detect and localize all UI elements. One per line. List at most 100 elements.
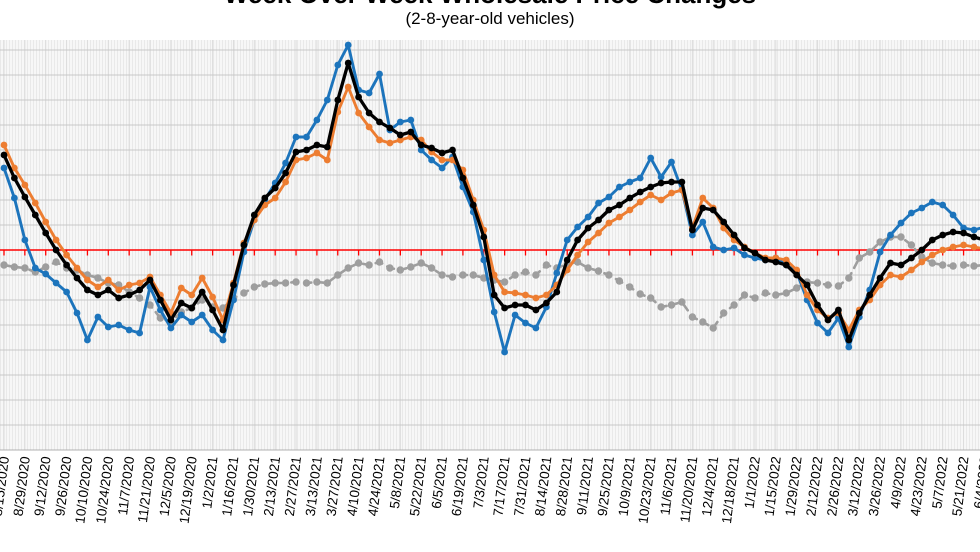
x-tick-label: 6/4/2022 <box>971 456 980 510</box>
data-point <box>104 286 112 294</box>
data-point <box>219 336 227 344</box>
series-black <box>0 59 980 344</box>
data-point <box>918 253 926 261</box>
data-point <box>542 261 551 269</box>
data-point <box>240 289 248 297</box>
data-point <box>741 244 748 252</box>
data-point <box>365 261 373 269</box>
x-tick-label: 11/7/2020 <box>115 456 137 516</box>
data-point <box>970 233 978 241</box>
data-point <box>845 274 853 282</box>
x-tick-label: 2/12/2022 <box>803 456 825 517</box>
data-point <box>845 343 853 351</box>
data-point <box>626 178 634 186</box>
data-point <box>21 264 29 272</box>
data-point <box>616 201 623 209</box>
data-point <box>636 188 644 196</box>
data-point <box>866 291 874 299</box>
data-point <box>303 133 310 141</box>
x-tick-label: 9/11/2021 <box>574 456 596 516</box>
x-tick-label: 8/28/2021 <box>553 456 575 517</box>
data-point <box>751 294 759 302</box>
data-point <box>438 156 446 164</box>
data-point <box>303 146 310 154</box>
zero-line <box>0 249 980 256</box>
data-point <box>605 193 613 201</box>
data-point <box>668 189 675 197</box>
data-point <box>323 96 331 104</box>
x-tick-label: 5/22/2021 <box>407 456 429 517</box>
plot-area <box>0 40 980 450</box>
data-point <box>292 278 300 286</box>
data-point <box>63 288 70 296</box>
data-point <box>813 279 822 287</box>
data-point <box>282 159 289 167</box>
data-point <box>355 93 362 101</box>
data-point <box>595 199 602 207</box>
x-tick-label: 3/26/2022 <box>866 456 888 517</box>
x-tick-label: 5/8/2021 <box>387 456 408 510</box>
data-point <box>125 281 133 289</box>
data-point <box>84 336 91 344</box>
data-point <box>584 264 592 272</box>
data-point <box>616 183 623 191</box>
data-point <box>626 206 634 214</box>
x-tick-label: 10/10/2020 <box>72 456 95 525</box>
data-point <box>949 228 957 236</box>
x-tick-label: 11/20/2021 <box>677 456 700 524</box>
data-point <box>428 156 435 164</box>
data-point <box>876 248 884 256</box>
x-tick-label: 1/2/2021 <box>199 456 220 510</box>
data-point <box>501 288 508 296</box>
data-point <box>970 226 978 234</box>
data-point <box>292 133 300 141</box>
data-point <box>323 279 331 287</box>
x-tick-label: 5/21/2022 <box>949 456 971 517</box>
data-point <box>365 109 373 117</box>
x-tick-label: 2/13/2021 <box>261 456 283 517</box>
series-blue <box>0 41 980 356</box>
data-point <box>500 278 509 286</box>
x-tick-label: 3/13/2021 <box>303 456 325 517</box>
data-point <box>396 136 404 144</box>
x-tick-label: 6/5/2021 <box>429 456 450 510</box>
data-point <box>209 306 217 314</box>
data-point <box>501 348 508 356</box>
data-point <box>271 279 279 287</box>
data-point <box>365 123 373 131</box>
data-point <box>584 224 592 232</box>
data-point <box>407 128 415 136</box>
data-point <box>793 271 801 279</box>
data-point <box>657 303 665 311</box>
data-point <box>834 282 843 290</box>
data-point <box>31 264 39 272</box>
data-point <box>939 231 947 239</box>
data-point <box>281 279 290 287</box>
data-point <box>292 148 300 156</box>
data-point <box>897 233 905 241</box>
data-point <box>135 294 144 302</box>
data-point <box>396 266 404 274</box>
data-point <box>803 291 811 299</box>
data-point <box>647 183 655 191</box>
data-point <box>824 281 832 289</box>
data-point <box>563 236 571 244</box>
data-point <box>490 308 498 316</box>
x-tick-label: 11/21/2020 <box>135 456 158 524</box>
data-point <box>344 59 352 67</box>
data-point <box>949 262 957 270</box>
data-point <box>678 298 686 306</box>
data-point <box>574 236 581 244</box>
x-tick-label: 12/4/2021 <box>699 456 721 517</box>
data-point <box>11 164 18 172</box>
x-tick-label: 10/24/2020 <box>93 456 116 525</box>
data-point <box>396 131 404 139</box>
data-point <box>63 261 70 269</box>
data-point <box>522 291 529 299</box>
data-point <box>407 263 415 271</box>
data-point <box>230 281 237 289</box>
data-point <box>250 283 258 291</box>
data-point <box>928 251 936 259</box>
data-point <box>553 288 561 296</box>
data-point <box>31 199 39 207</box>
